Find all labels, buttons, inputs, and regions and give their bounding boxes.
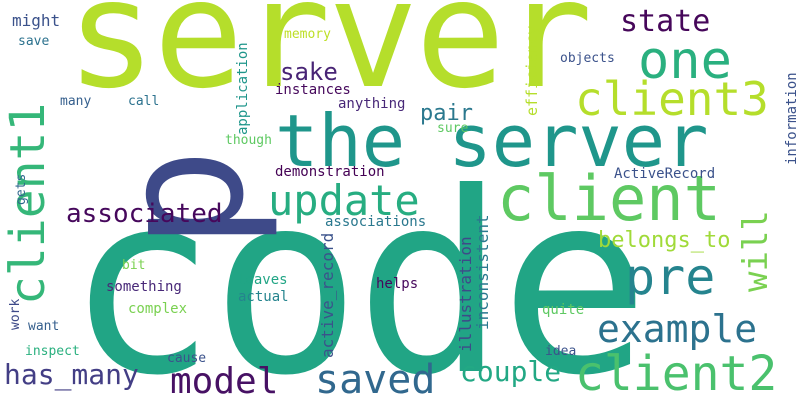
word-pre: pre: [625, 252, 715, 302]
word-saved: saved: [315, 360, 435, 400]
word-objects: objects: [560, 52, 615, 65]
word-demonstration: demonstration: [275, 165, 385, 179]
word-efficiency: efficiency: [525, 26, 540, 116]
word-want: want: [28, 320, 59, 333]
word-sake: sake: [280, 60, 338, 84]
word-bit: bit: [122, 259, 145, 272]
word-associated: associated: [66, 201, 223, 227]
word-illustration: illustration: [458, 236, 474, 352]
word-has-many: has_many: [4, 361, 139, 389]
word-activerecord: ActiveRecord: [614, 167, 715, 181]
word-information: information: [785, 72, 799, 165]
word-instances: instances: [275, 83, 351, 97]
word-client3: client3: [575, 76, 769, 122]
word-associations: associations: [325, 215, 426, 229]
word-inspect: inspect: [25, 345, 80, 358]
word-application: application: [236, 42, 250, 135]
word-couple: couple: [460, 358, 561, 386]
word-might: might: [12, 13, 60, 29]
word-model: model: [170, 364, 278, 400]
word-belongs-to: belongs_to: [598, 230, 730, 252]
word-save: save: [18, 35, 49, 48]
word-will: will: [739, 210, 773, 292]
word-call: call: [128, 95, 159, 108]
word-complex: complex: [128, 302, 187, 316]
word-something: something: [106, 280, 182, 294]
word-idea: idea: [545, 345, 576, 358]
word-actual: actual: [238, 290, 289, 304]
word-helps: helps: [376, 277, 418, 291]
word-example: example: [597, 310, 757, 348]
word-anything: anything: [338, 97, 405, 111]
word-cause: cause: [167, 352, 206, 365]
word-inconsistent: inconsistent: [475, 214, 491, 330]
word-though: though: [225, 134, 272, 147]
word-leaves: leaves: [237, 273, 288, 287]
word-active-record: active_record: [320, 233, 336, 358]
word-work: work: [9, 299, 22, 330]
word-state: state: [620, 7, 710, 37]
word-memory: memory: [284, 28, 331, 41]
word-sure: sure: [437, 122, 468, 135]
word-gets: gets: [15, 174, 28, 205]
word-client2: client2: [575, 350, 777, 398]
word-many: many: [60, 95, 91, 108]
word-quite: quite: [542, 303, 584, 317]
